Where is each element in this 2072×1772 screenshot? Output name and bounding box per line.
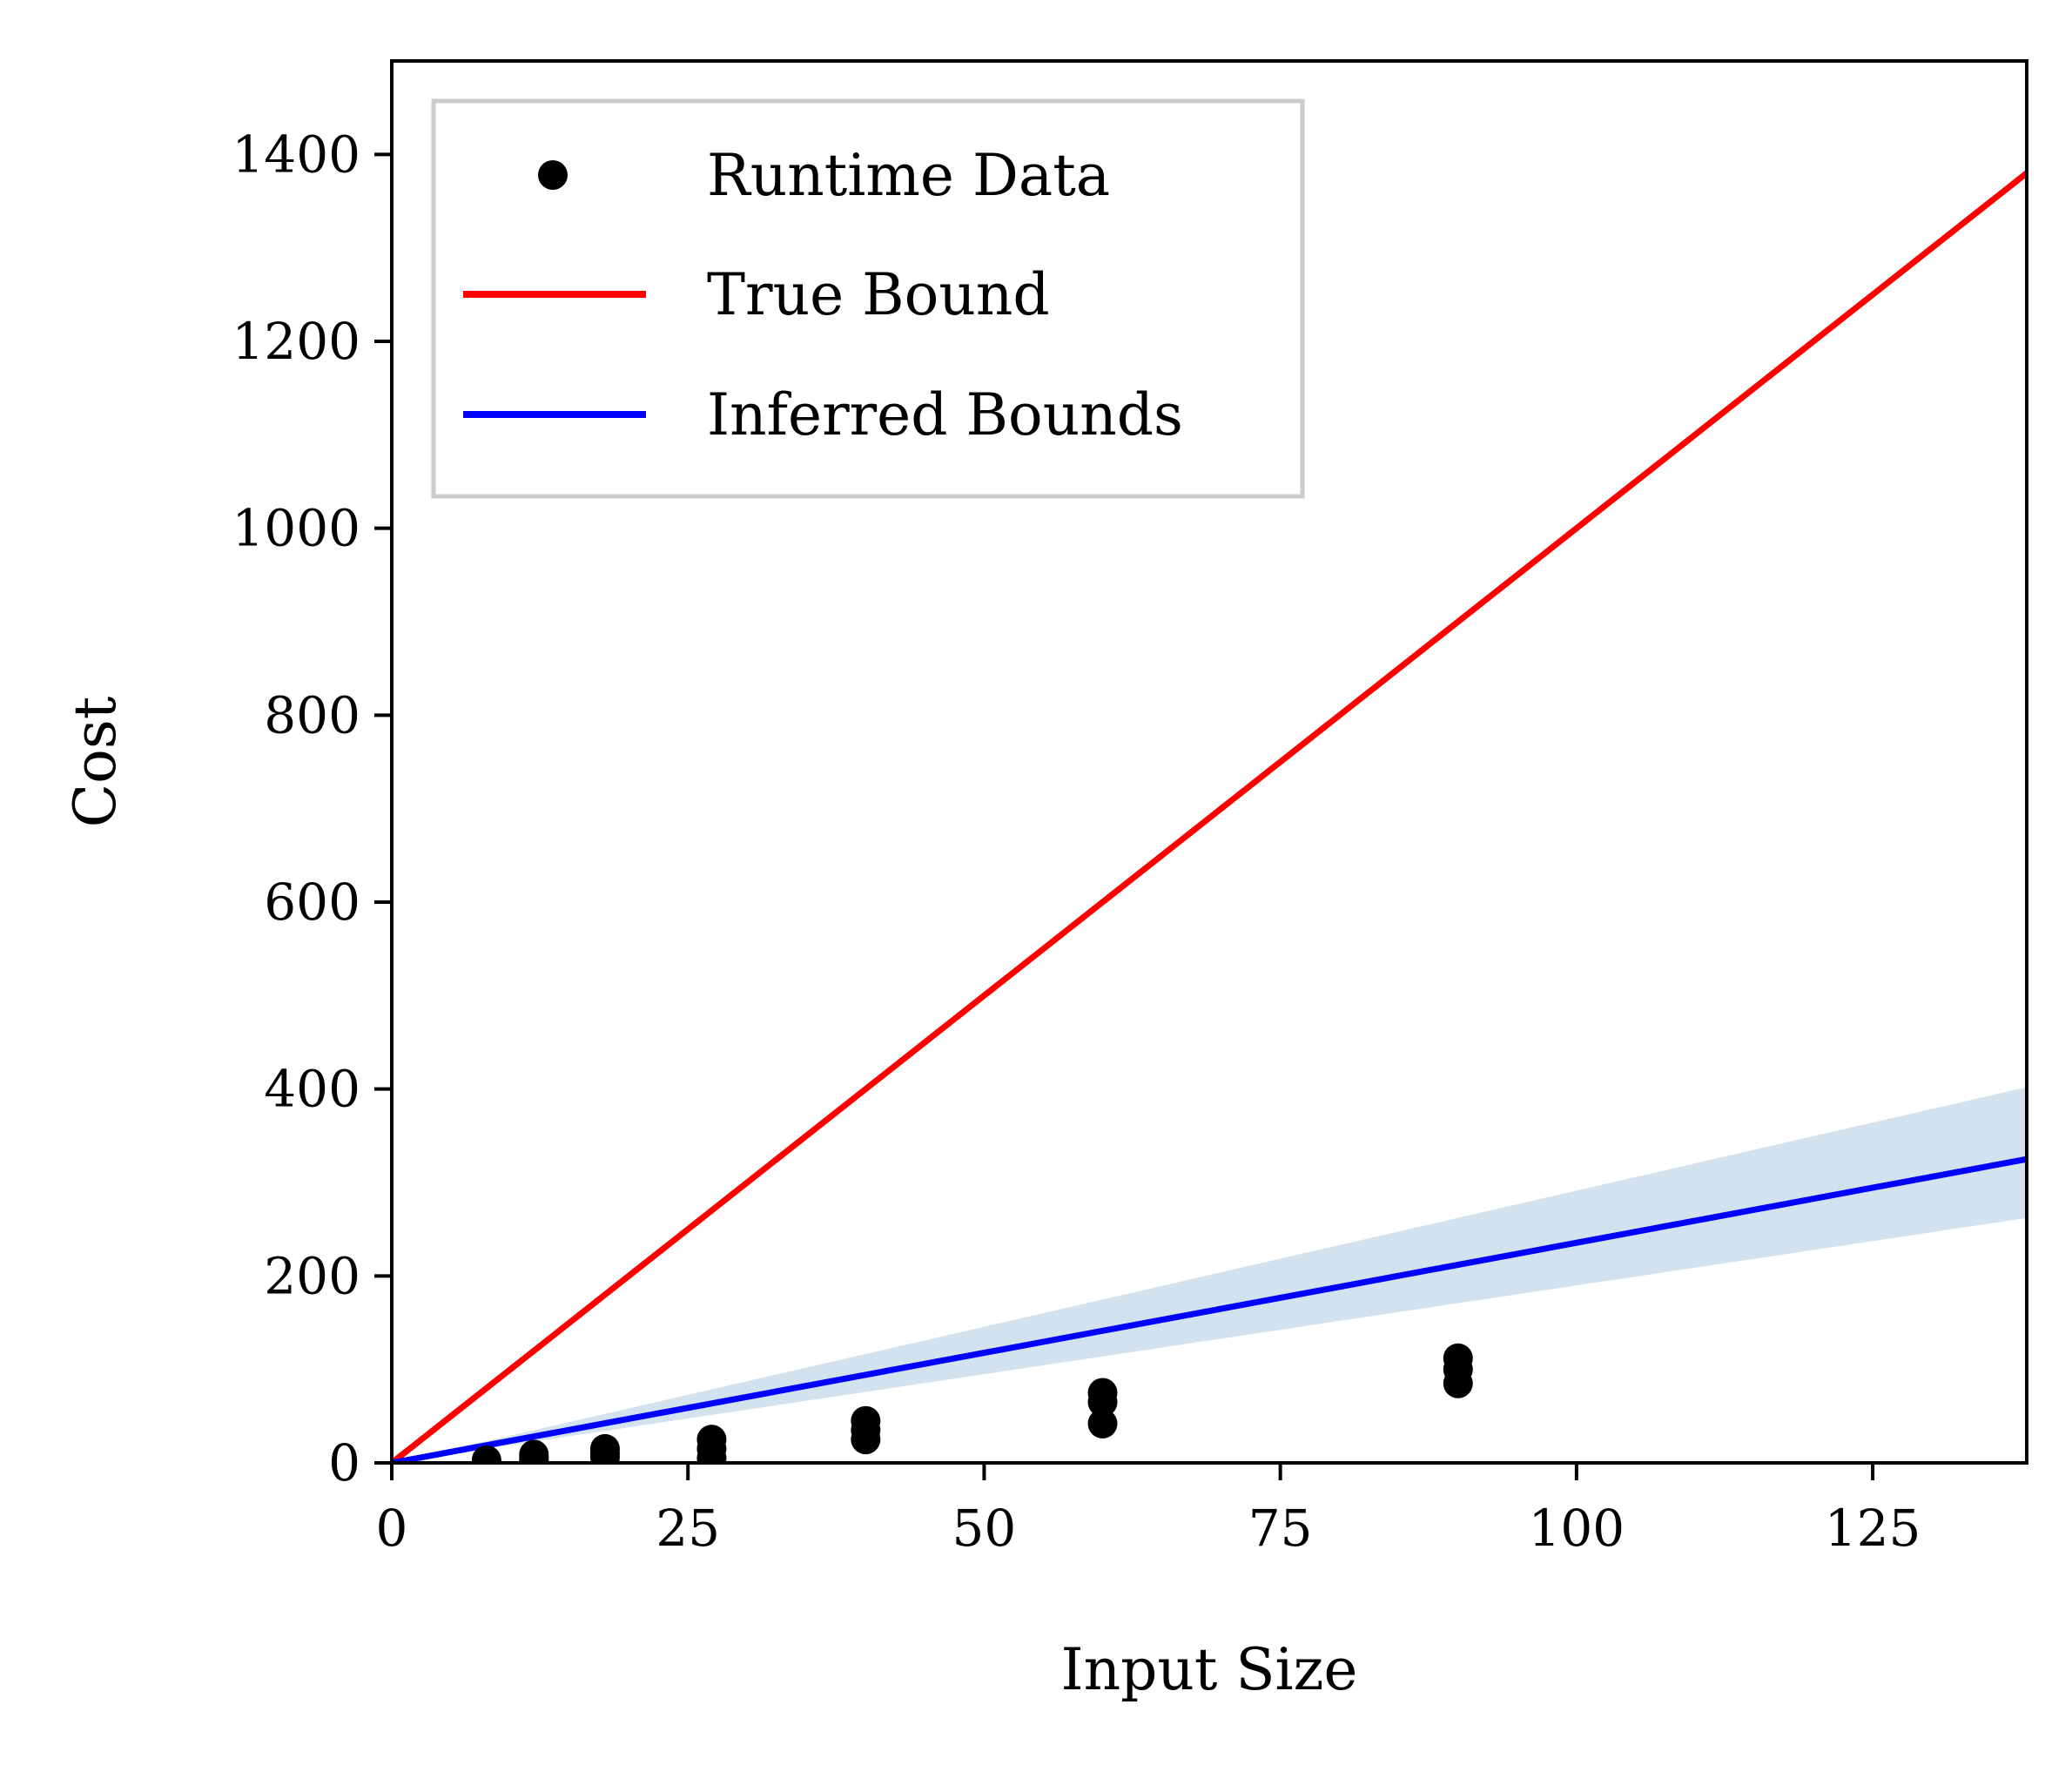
series-line-2 <box>392 1156 2027 1463</box>
legend-label-inferred: Inferred Bounds <box>707 381 1183 448</box>
data-point <box>519 1439 549 1463</box>
legend-label-runtime: Runtime Data <box>707 142 1110 209</box>
legend-box <box>431 98 1305 499</box>
y-tick-label: 600 <box>264 873 360 932</box>
axes-frame <box>390 59 2028 1465</box>
y-tick-label: 0 <box>328 1433 360 1492</box>
legend: Runtime Data True Bound Inferred Bounds <box>431 98 1305 499</box>
x-tick-label: 125 <box>1825 1499 1921 1558</box>
data-point <box>589 1433 620 1463</box>
y-tick-label: 400 <box>264 1060 360 1119</box>
axes: 0 25 50 75 100 125 0 200 400 600 800 1000 1200 1400 <box>232 59 2028 1558</box>
y-tick-label: 800 <box>264 685 360 745</box>
data-point <box>851 1405 881 1436</box>
x-tick-label: 0 <box>376 1499 408 1558</box>
data-point <box>1087 1408 1118 1438</box>
inferred-bounds-band <box>392 1087 2027 1463</box>
x-tick-label: 75 <box>1248 1499 1313 1558</box>
y-tick-label: 1000 <box>232 499 360 558</box>
x-tick-label: 25 <box>656 1499 720 1558</box>
plot-area <box>392 171 2027 1463</box>
series-line-1 <box>392 171 2027 1463</box>
x-tick-label: 50 <box>952 1499 1017 1558</box>
data-point <box>1443 1343 1473 1373</box>
data-point <box>471 1445 501 1463</box>
y-tick-label: 1200 <box>232 312 360 371</box>
x-tick-label: 100 <box>1529 1499 1625 1558</box>
data-point <box>696 1425 727 1455</box>
data-point <box>1087 1378 1118 1408</box>
x-axis-title: Input Size <box>1061 1636 1358 1703</box>
y-tick-label: 1400 <box>232 125 360 184</box>
legend-label-true_bound: True Bound <box>707 261 1050 328</box>
y-tick-label: 200 <box>264 1246 360 1305</box>
y-axis-title: Cost <box>62 697 129 828</box>
legend-marker-runtime <box>538 160 568 190</box>
